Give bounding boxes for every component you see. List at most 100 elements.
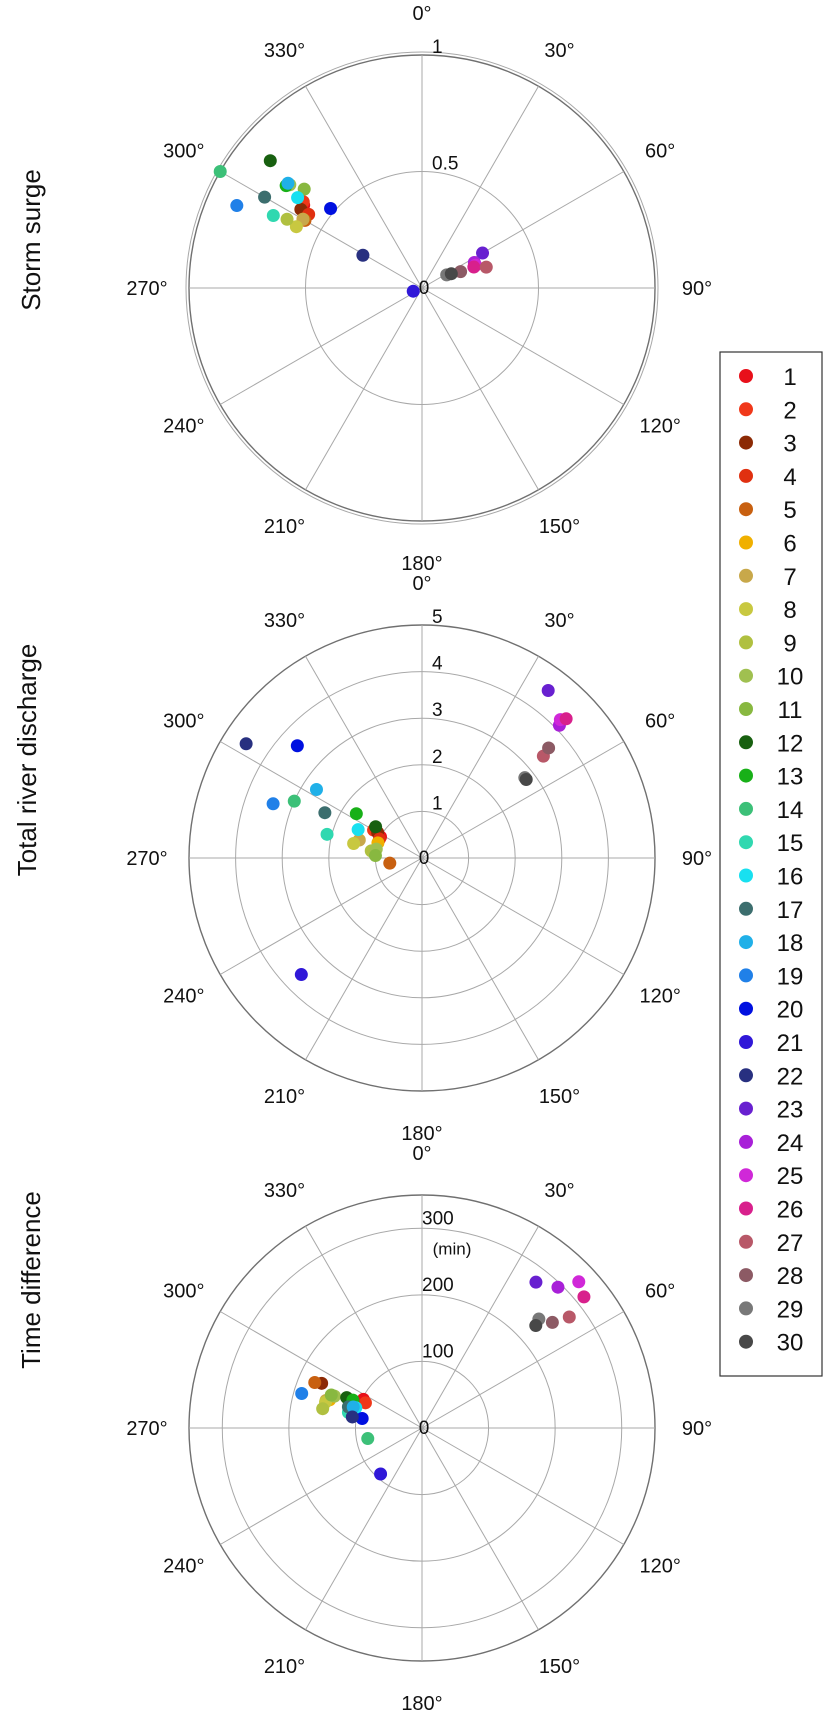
radial-tick-label: 1 [432, 793, 443, 814]
radial-tick-label: 0 [419, 848, 430, 869]
legend-label-1: 1 [783, 364, 796, 391]
data-point-25 [572, 1275, 586, 1289]
spoke-line [219, 1427, 423, 1545]
angle-tick-label: 120° [639, 416, 680, 438]
legend-marker-5 [739, 502, 753, 517]
angle-tick-label: 240° [163, 416, 204, 438]
legend-frame [719, 351, 823, 1377]
data-point-26 [559, 712, 573, 726]
radial-tick-label: 0 [419, 278, 430, 299]
legend-marker-22 [739, 1068, 753, 1083]
data-point-15 [266, 208, 280, 222]
polar-panel-total-river-discharge: 0° 30° 60° 90° 120° 150° 180° 210° 240° 270° 300° 3… [126, 573, 712, 1145]
data-point-14 [287, 794, 301, 808]
spoke-line [219, 741, 423, 859]
legend-marker-13 [739, 768, 753, 783]
data-point-11 [324, 1388, 338, 1402]
data-point-8 [347, 836, 361, 850]
angle-tick-label: 150° [539, 516, 580, 538]
data-point-27 [562, 1310, 576, 1324]
angle-tick-label: 210° [264, 1656, 305, 1678]
angle-tick-label: 150° [539, 1656, 580, 1678]
data-point-14 [361, 1432, 375, 1446]
legend-label-26: 26 [777, 1197, 804, 1224]
data-point-17 [318, 806, 332, 820]
legend-marker-8 [739, 602, 753, 617]
legend-marker-1 [739, 369, 753, 383]
data-point-30 [529, 1319, 543, 1333]
radial-unit-label: (min) [433, 1239, 472, 1258]
spoke-line [421, 741, 625, 859]
spoke-line [219, 287, 423, 405]
data-point-12 [369, 820, 383, 834]
angle-tick-label: 300° [163, 711, 204, 733]
radial-tick-label: 3 [432, 700, 443, 721]
data-point-19 [230, 199, 244, 213]
data-point-5 [383, 856, 397, 870]
legend-label-18: 18 [777, 930, 804, 957]
data-point-5 [308, 1375, 322, 1389]
angle-tick-label: 330° [264, 1180, 305, 1202]
angle-tick-label: 270° [126, 848, 167, 870]
data-point-18 [281, 176, 295, 190]
angle-tick-label: 30° [544, 610, 574, 632]
angle-tick-label: 300° [163, 141, 204, 163]
data-point-30 [444, 267, 458, 281]
data-point-30 [519, 772, 533, 786]
legend-label-25: 25 [777, 1163, 804, 1190]
angle-tick-label: 240° [163, 1556, 204, 1578]
legend-marker-3 [739, 435, 753, 450]
legend-label-3: 3 [783, 431, 796, 458]
legend-label-6: 6 [783, 531, 796, 558]
legend-label-12: 12 [777, 730, 804, 757]
data-point-23 [529, 1275, 543, 1289]
legend-marker-27 [739, 1234, 753, 1249]
data-point-19 [295, 1387, 309, 1401]
legend-label-24: 24 [777, 1130, 804, 1157]
data-point-21 [374, 1467, 388, 1481]
data-point-23 [541, 684, 555, 698]
legend-label-2: 2 [783, 397, 796, 424]
data-point-19 [266, 797, 280, 811]
legend-marker-24 [739, 1134, 753, 1149]
angle-tick-label: 270° [126, 1418, 167, 1440]
legend-label-13: 13 [777, 764, 804, 791]
legend-marker-9 [739, 635, 753, 650]
data-point-21 [406, 284, 420, 298]
data-point-24 [551, 1280, 565, 1294]
legend-marker-17 [739, 901, 753, 916]
legend-label-9: 9 [783, 630, 796, 657]
radial-tick-label: 5 [432, 607, 443, 628]
radial-tick-label: 4 [432, 654, 443, 675]
data-point-20 [324, 202, 338, 216]
angle-tick-label: 90° [682, 1418, 712, 1440]
legend-label-4: 4 [783, 464, 796, 491]
angle-tick-label: 120° [639, 986, 680, 1008]
legend-marker-4 [739, 468, 753, 483]
data-point-14 [213, 165, 227, 178]
spoke-line [421, 287, 539, 491]
spoke-line [305, 85, 423, 289]
angle-tick-label: 60° [645, 711, 675, 733]
legend-label-15: 15 [777, 830, 804, 857]
data-point-8 [289, 220, 303, 234]
legend-label-5: 5 [783, 497, 796, 524]
data-point-21 [294, 968, 308, 982]
radial-tick-label: 300 [422, 1208, 454, 1229]
spoke-line [421, 1225, 539, 1429]
data-point-17 [258, 190, 272, 204]
data-point-16 [291, 191, 305, 205]
polar-panel-time-difference: 0° 30° 60° 90° 120° 150° 180° 210° 240° 270° 300° 3… [126, 1143, 712, 1715]
legend-label-11: 11 [778, 697, 803, 724]
spoke-line [305, 1225, 423, 1429]
spoke-line [421, 655, 539, 859]
legend-marker-15 [739, 835, 753, 850]
legend-marker-25 [739, 1168, 753, 1183]
spoke-line [421, 287, 625, 405]
legend-label-16: 16 [777, 864, 804, 891]
data-point-28 [545, 1315, 559, 1329]
data-point-9 [280, 212, 294, 226]
angle-tick-label: 150° [539, 1086, 580, 1108]
data-point-13 [349, 807, 363, 821]
angle-tick-label: 60° [645, 141, 675, 163]
